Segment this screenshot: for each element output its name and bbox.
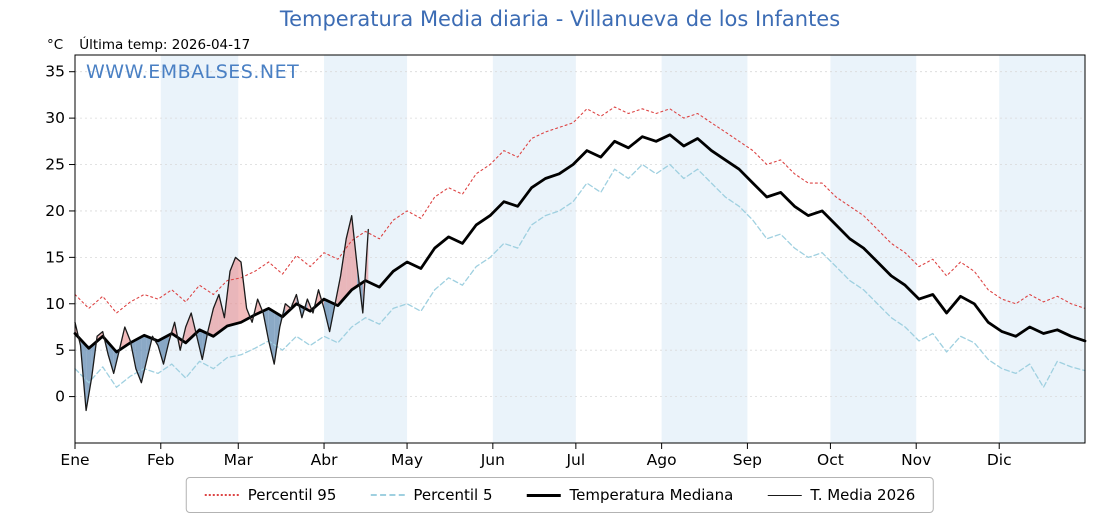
- fill-below-median: [86, 345, 92, 411]
- x-tick-label: May: [391, 451, 423, 469]
- chart-figure: Temperatura Media diaria - Villanueva de…: [45, 7, 1087, 513]
- x-tick-label: Oct: [817, 451, 844, 469]
- plot-subheader: °C Última temp: 2026-04-17: [47, 37, 250, 53]
- y-tick-label: 5: [55, 341, 65, 359]
- legend-line-sample-p5: [370, 494, 405, 496]
- x-tick-label: Jun: [480, 451, 505, 469]
- month-band: [324, 55, 408, 443]
- chart-title: Temperatura Media diaria - Villanueva de…: [279, 7, 841, 31]
- y-tick-label: 15: [45, 248, 65, 266]
- x-tick-label: Abr: [311, 451, 338, 469]
- x-tick-label: Ene: [60, 451, 89, 469]
- fill-below-median: [141, 336, 147, 383]
- legend-label: Temperatura Mediana: [569, 486, 734, 504]
- series-line-p5: [74, 163, 1086, 388]
- legend-item-p95: Percentil 95: [204, 486, 337, 504]
- legend-label: T. Media 2026: [810, 486, 916, 504]
- legend-item-t2026: T. Media 2026: [767, 486, 915, 504]
- y-tick-label: 30: [45, 109, 65, 127]
- x-tick-label: Nov: [901, 451, 931, 469]
- month-band: [492, 55, 576, 443]
- legend-item-median: Temperatura Mediana: [526, 486, 733, 504]
- series-line-median: [73, 133, 1087, 354]
- x-tick-label: Dic: [987, 451, 1012, 469]
- series-line-t2026: [74, 214, 369, 412]
- y-tick-label: 0: [55, 388, 65, 406]
- fill-below-median: [268, 308, 275, 365]
- plot-frame: [74, 54, 1086, 444]
- x-tick-label: Jul: [565, 451, 585, 469]
- month-band: [160, 55, 239, 443]
- legend-line-sample-p95: [204, 494, 239, 496]
- x-tick-label: Ago: [647, 451, 677, 469]
- last-temp-label: Última temp: 2026-04-17: [79, 37, 251, 53]
- month-band: [999, 55, 1085, 443]
- fill-below-median: [108, 342, 114, 374]
- fill-above-median: [218, 294, 225, 333]
- x-tick-label: Sep: [733, 451, 762, 469]
- x-tick-label: Mar: [224, 451, 254, 469]
- month-band: [830, 55, 917, 443]
- y-tick-label: 25: [45, 156, 65, 174]
- watermark-text: WWW.EMBALSES.NET: [86, 61, 300, 83]
- legend-line-sample-median: [526, 493, 561, 497]
- y-tick-label: 20: [45, 202, 65, 220]
- legend-label: Percentil 5: [413, 486, 493, 504]
- legend-label: Percentil 95: [247, 486, 337, 504]
- month-band: [661, 55, 748, 443]
- y-tick-label: 10: [45, 295, 65, 313]
- y-axis-unit-label: °C: [47, 37, 64, 53]
- x-tick-label: Feb: [147, 451, 174, 469]
- y-tick-label: 35: [45, 63, 65, 81]
- chart-canvas: 0 5 10 15 20 25 30 35 Ene Feb Mar Abr May Jun Jul Ago Se…: [45, 54, 1087, 469]
- fill-above-median: [340, 238, 347, 303]
- fill-above-median: [185, 313, 192, 343]
- legend-item-p5: Percentil 5: [370, 486, 492, 504]
- legend-line-sample-t2026: [767, 494, 802, 496]
- legend: Percentil 95 Percentil 5 Temperatura Media…: [185, 477, 935, 513]
- fill-above-median: [230, 257, 236, 326]
- fill-above-median: [235, 257, 241, 324]
